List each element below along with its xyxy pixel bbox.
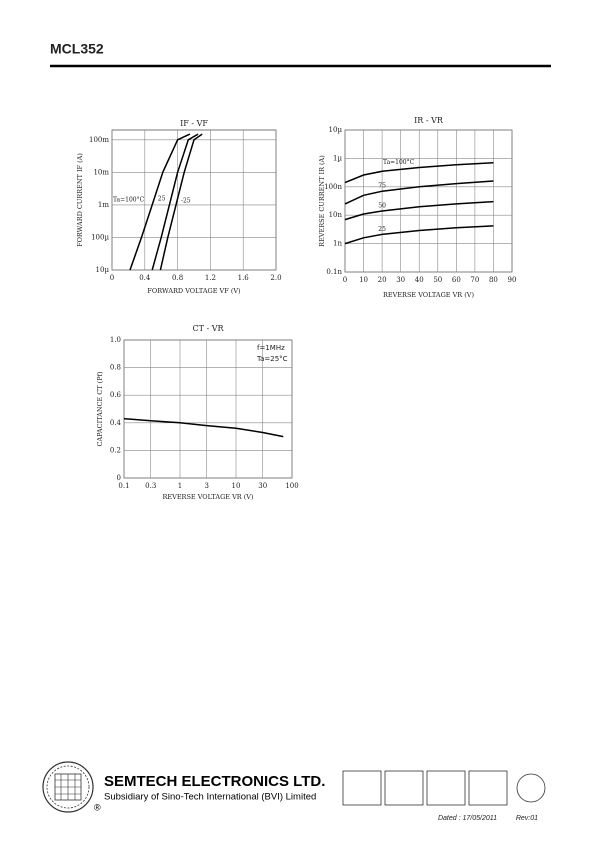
y-tick-label: 0.8 bbox=[110, 364, 121, 372]
chart-title: IF - VF bbox=[180, 119, 208, 128]
y-tick-label: 100n bbox=[324, 183, 342, 191]
x-tick-label: 3 bbox=[204, 482, 208, 490]
y-tick-label: 10n bbox=[329, 211, 343, 219]
x-tick-label: 10 bbox=[232, 482, 241, 490]
y-tick-label: 0 bbox=[117, 474, 121, 482]
y-tick-label: 100m bbox=[89, 136, 109, 144]
y-tick-label: 10µ bbox=[329, 126, 343, 134]
y-tick-label: 0.6 bbox=[110, 391, 122, 399]
x-tick-label: 10 bbox=[359, 276, 368, 284]
series-label: 25 bbox=[378, 226, 386, 233]
series-line bbox=[344, 180, 494, 205]
x-axis-label: FORWARD VOLTAGE VF (V) bbox=[147, 287, 241, 295]
x-tick-label: 20 bbox=[378, 276, 387, 284]
x-axis-label: REVERSE VOLTAGE VR (V) bbox=[383, 291, 474, 299]
x-tick-label: 0.1 bbox=[118, 482, 129, 490]
y-tick-label: 0.1n bbox=[326, 268, 342, 276]
y-axis-label: CAPACITANCE CT (Pf) bbox=[96, 371, 104, 447]
series-line bbox=[344, 162, 494, 184]
series-label: -25 bbox=[181, 197, 191, 204]
y-axis-label: FORWARD CURRENT IF (A) bbox=[76, 153, 84, 247]
x-tick-label: 90 bbox=[508, 276, 517, 284]
annotation: f=1MHz bbox=[257, 344, 285, 352]
x-tick-label: 80 bbox=[489, 276, 498, 284]
x-tick-label: 1 bbox=[178, 482, 182, 490]
series-line bbox=[129, 133, 191, 271]
chart-title: CT - VR bbox=[192, 324, 224, 333]
annotation: Ta=25°C bbox=[256, 355, 288, 363]
certification-badges bbox=[342, 770, 546, 806]
y-tick-label: 10µ bbox=[96, 266, 110, 274]
series-label: Ta=100°C bbox=[113, 196, 145, 203]
y-tick-label: 10m bbox=[93, 168, 109, 176]
logo bbox=[42, 761, 94, 813]
chart-title: IR - VR bbox=[414, 116, 444, 125]
x-tick-label: 0 bbox=[343, 276, 347, 284]
x-tick-label: 1.2 bbox=[205, 274, 216, 282]
date: Dated : 17/05/2011 bbox=[438, 815, 497, 822]
doc-title: MCL352 bbox=[50, 41, 104, 57]
series-label: 25 bbox=[158, 195, 166, 202]
y-tick-label: 1µ bbox=[333, 154, 342, 162]
y-tick-label: 0.2 bbox=[110, 446, 121, 454]
series-label: 50 bbox=[378, 203, 386, 210]
x-tick-label: 50 bbox=[433, 276, 442, 284]
y-tick-label: 1.0 bbox=[110, 336, 121, 344]
y-tick-label: 100µ bbox=[91, 233, 109, 241]
series-line bbox=[344, 225, 494, 245]
x-tick-label: 0.8 bbox=[172, 274, 183, 282]
x-tick-label: 0 bbox=[110, 274, 114, 282]
x-tick-label: 100 bbox=[285, 482, 298, 490]
y-axis-label: REVERSE CURRENT IR (A) bbox=[318, 155, 326, 247]
y-tick-label: 1m bbox=[98, 201, 109, 209]
x-tick-label: 2.0 bbox=[270, 274, 281, 282]
y-tick-label: 1n bbox=[333, 240, 342, 248]
subsidiary: Subsidiary of Sino-Tech International (B… bbox=[104, 792, 316, 803]
x-tick-label: 0.3 bbox=[145, 482, 156, 490]
registered-mark: ® bbox=[94, 802, 101, 812]
series-line bbox=[151, 133, 199, 271]
x-tick-label: 70 bbox=[470, 276, 479, 284]
x-tick-label: 1.6 bbox=[238, 274, 250, 282]
x-axis-label: REVERSE VOLTAGE VR (V) bbox=[162, 493, 253, 501]
series-label: Ta=100°C bbox=[383, 159, 415, 166]
series-line bbox=[159, 133, 203, 271]
x-tick-label: 30 bbox=[396, 276, 405, 284]
series-label: 75 bbox=[378, 183, 386, 190]
x-tick-label: 60 bbox=[452, 276, 461, 284]
x-tick-label: 0.4 bbox=[139, 274, 151, 282]
revision: Rev:01 bbox=[516, 815, 538, 822]
series-line bbox=[344, 200, 494, 221]
x-tick-label: 30 bbox=[258, 482, 267, 490]
y-tick-label: 0.4 bbox=[110, 419, 122, 427]
company-name: SEMTECH ELECTRONICS LTD. bbox=[104, 773, 325, 790]
series-line bbox=[123, 417, 284, 438]
x-tick-label: 40 bbox=[415, 276, 424, 284]
